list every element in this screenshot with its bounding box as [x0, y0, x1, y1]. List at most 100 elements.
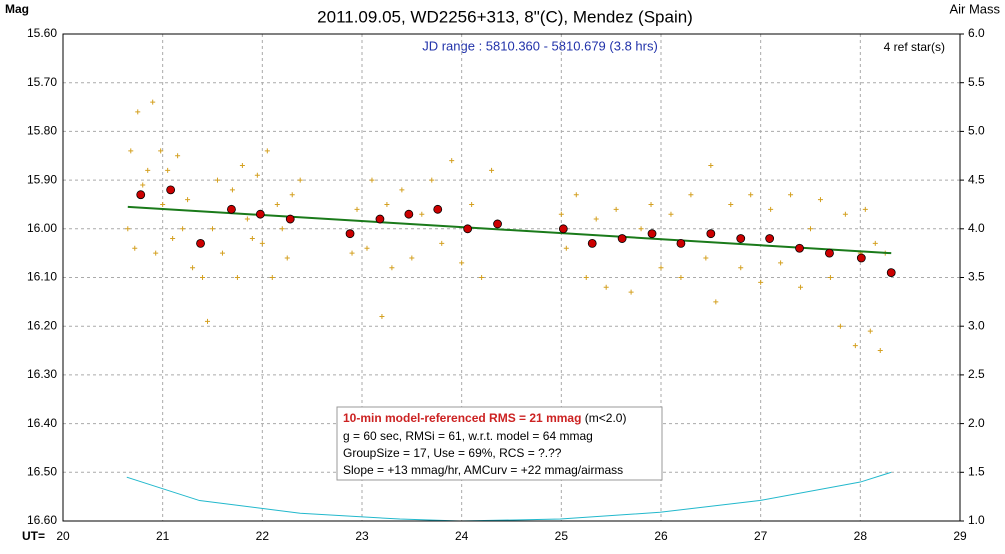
- data-point: [817, 197, 823, 203]
- data-point: [200, 275, 206, 280]
- y-tick-label: 15.90: [27, 172, 57, 186]
- info-line: g = 60 sec, RMSi = 61, w.r.t. model = 64…: [343, 429, 593, 443]
- data-point: [795, 243, 804, 253]
- data-point: [135, 109, 141, 115]
- data-point: [227, 204, 236, 214]
- data-point: [165, 167, 171, 173]
- data-point: [175, 153, 181, 159]
- data-point: [648, 201, 654, 207]
- y2-tick-label: 3.0: [968, 318, 985, 332]
- y-tick-label: 15.70: [27, 75, 57, 89]
- data-point: [703, 255, 709, 261]
- data-point: [429, 177, 435, 183]
- data-point: [708, 162, 714, 168]
- info-headline-note: (m<2.0): [585, 411, 627, 425]
- data-point: [145, 167, 151, 173]
- data-point: [489, 167, 495, 173]
- data-point: [558, 211, 564, 217]
- data-point: [765, 234, 775, 243]
- data-point: [419, 211, 425, 217]
- data-point: [153, 250, 159, 256]
- data-point: [190, 265, 196, 271]
- y2-tick-label: 2.5: [968, 367, 985, 381]
- data-point: [185, 197, 191, 203]
- y2-tick-label: 4.0: [968, 221, 985, 235]
- x-tick-label: 24: [455, 529, 469, 543]
- data-point: [375, 214, 385, 224]
- data-point: [872, 240, 878, 246]
- data-point: [409, 255, 415, 261]
- data-point: [289, 192, 295, 198]
- y-tick-label: 16.00: [27, 221, 57, 235]
- data-point: [255, 209, 265, 219]
- data-point: [205, 318, 211, 324]
- data-point: [128, 148, 134, 154]
- y-tick-label: 15.80: [27, 124, 57, 138]
- data-point: [658, 265, 664, 271]
- data-point: [249, 236, 255, 242]
- y-axis-label: Mag: [5, 2, 29, 16]
- data-point: [825, 248, 834, 258]
- data-point: [768, 206, 774, 212]
- data-point: [389, 265, 395, 271]
- x-tick-label: 26: [654, 529, 668, 543]
- data-point: [603, 284, 609, 290]
- data-point: [736, 234, 746, 243]
- data-point: [647, 229, 657, 239]
- data-point: [886, 268, 896, 278]
- y2-tick-label: 3.5: [968, 270, 985, 284]
- data-point: [862, 206, 868, 212]
- info-box: 10-min model-referenced RMS = 21 mmag (m…: [336, 406, 663, 481]
- data-point: [254, 172, 260, 178]
- data-point: [132, 245, 138, 251]
- data-point: [196, 239, 205, 248]
- data-point: [150, 99, 156, 105]
- data-point: [877, 348, 883, 354]
- data-point: [284, 255, 290, 261]
- data-point: [439, 240, 445, 246]
- data-point: [180, 226, 186, 232]
- x-axis-label: UT=: [22, 529, 45, 543]
- y-tick-label: 15.60: [27, 26, 57, 40]
- data-point: [160, 201, 166, 207]
- x-tick-label: 21: [156, 529, 170, 543]
- y2-tick-label: 4.5: [968, 172, 985, 186]
- x-tick-label: 22: [256, 529, 270, 543]
- data-point: [706, 229, 716, 239]
- data-point: [349, 250, 355, 256]
- y-tick-label: 16.10: [27, 270, 57, 284]
- x-tick-label: 23: [355, 529, 369, 543]
- y-tick-label: 16.60: [27, 513, 57, 527]
- data-point: [563, 245, 569, 251]
- x-tick-label: 25: [555, 529, 569, 543]
- data-point: [842, 211, 848, 217]
- data-point: [728, 201, 734, 207]
- data-point: [856, 253, 866, 263]
- x-tick-label: 28: [854, 529, 868, 543]
- y-tick-label: 16.40: [27, 416, 57, 430]
- data-point: [379, 313, 385, 319]
- data-point: [587, 239, 597, 248]
- data-point: [459, 260, 465, 266]
- data-point: [399, 187, 405, 193]
- data-point: [463, 224, 473, 234]
- data-point: [170, 236, 176, 242]
- data-line: [126, 471, 892, 522]
- data-point: [788, 192, 794, 198]
- data-point: [713, 299, 719, 305]
- ref-stars: 4 ref star(s): [884, 40, 945, 54]
- y-tick-label: 16.30: [27, 367, 57, 381]
- data-point: [244, 216, 250, 222]
- data-point: [136, 190, 146, 200]
- data-point: [166, 185, 176, 195]
- jd-range: JD range : 5810.360 - 5810.679 (3.8 hrs): [422, 38, 658, 53]
- data-point: [558, 224, 568, 234]
- data-point: [583, 275, 589, 280]
- data-point: [140, 182, 146, 188]
- data-point: [837, 323, 843, 329]
- plot-layer: [62, 33, 961, 522]
- data-point: [264, 148, 270, 154]
- data-point: [688, 192, 694, 198]
- y2-tick-label: 6.0: [968, 26, 985, 40]
- data-point: [219, 250, 225, 256]
